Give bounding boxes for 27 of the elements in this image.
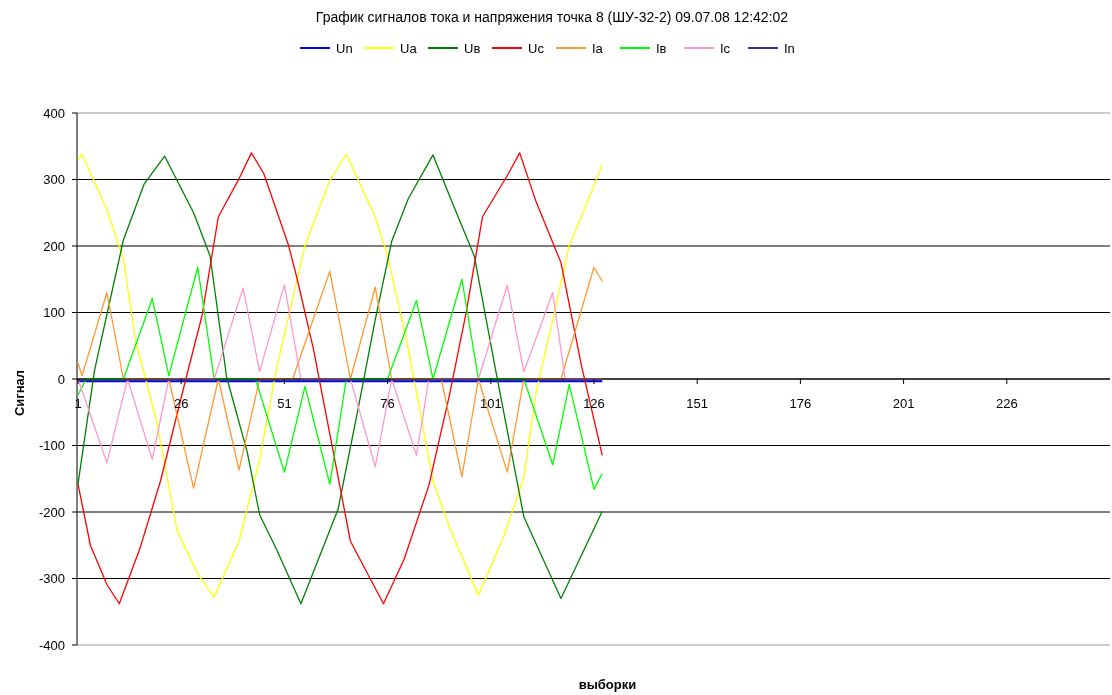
y-tick-label: 100 (43, 305, 65, 320)
y-tick-label: 400 (43, 105, 65, 121)
y-tick-label: -400 (38, 637, 65, 653)
legend-label: Iв (656, 40, 667, 56)
legend-label: In (784, 40, 795, 56)
x-tick-label: 76 (380, 396, 395, 411)
y-tick-label: 200 (43, 238, 65, 254)
legend-label: Un (336, 40, 353, 56)
x-tick-label: 151 (686, 396, 709, 411)
x-tick-label: 51 (277, 396, 292, 411)
y-tick-label: -300 (38, 571, 65, 586)
x-tick-label: 176 (789, 396, 812, 411)
legend-label: Ic (720, 40, 731, 56)
x-axis-title: выборки (578, 677, 637, 692)
legend-label: Uв (464, 40, 481, 56)
x-tick-label: 1 (74, 396, 82, 411)
legend-label: Ia (592, 40, 604, 56)
y-axis-title: Сигнал (12, 369, 27, 417)
x-tick-label: 226 (995, 396, 1018, 411)
legend-label: Ua (400, 40, 418, 56)
x-tick-label: 201 (892, 396, 915, 411)
y-tick-label: -200 (38, 504, 65, 520)
legend-label: Uc (528, 40, 545, 56)
y-tick-label: 300 (43, 172, 65, 187)
y-tick-label: 0 (57, 371, 65, 387)
chart-title: График сигналов тока и напряжения точка 8 (ШУ-32-2) 09.07.08 12:42:02 (315, 9, 789, 25)
y-tick-label: -100 (38, 438, 65, 453)
